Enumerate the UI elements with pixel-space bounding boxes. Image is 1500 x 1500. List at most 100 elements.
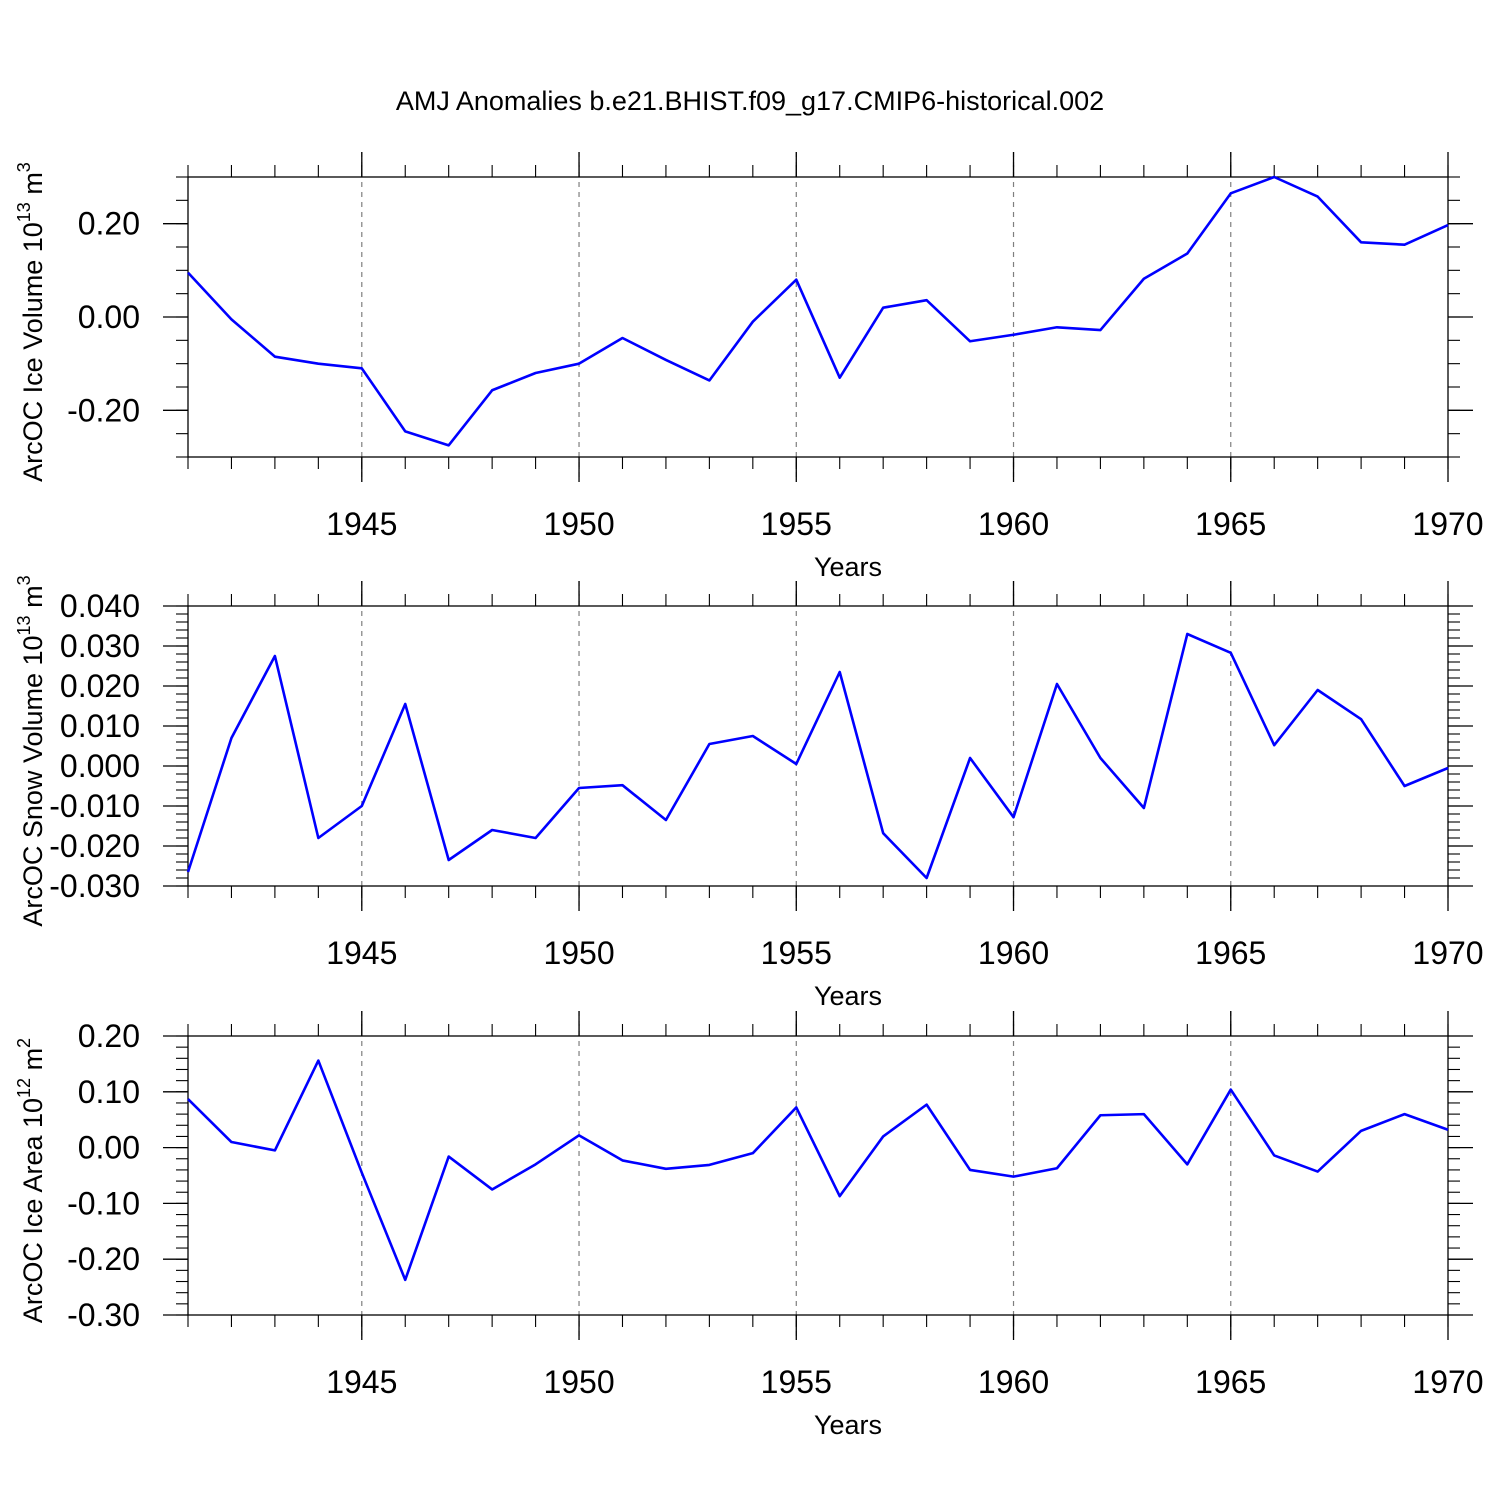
- data-point: [794, 762, 798, 766]
- data-point: [1316, 688, 1320, 692]
- data-point: [1098, 328, 1102, 332]
- series-line: [187, 1059, 1449, 1282]
- data-point: [273, 355, 277, 359]
- data-point: [838, 1194, 842, 1198]
- data-point: [1185, 1162, 1189, 1166]
- y-axis-label: ArcOC Ice Volume 1013 m3: [14, 162, 48, 482]
- y-tick-label: -0.20: [67, 1241, 140, 1277]
- x-axis-label: Years: [814, 981, 882, 1011]
- data-point: [186, 1097, 190, 1101]
- data-point: [1316, 1170, 1320, 1174]
- y-tick-label: -0.30: [67, 1297, 140, 1333]
- data-point: [1359, 240, 1363, 244]
- data-point: [447, 443, 451, 447]
- x-tick-label: 1965: [1195, 935, 1266, 971]
- data-point: [620, 336, 624, 340]
- data-point: [620, 1158, 624, 1162]
- data-point: [968, 756, 972, 760]
- plot-frame: [187, 605, 1449, 887]
- y-tick-label: -0.020: [49, 828, 140, 864]
- y-axis-label-unit: m: [18, 1048, 48, 1078]
- y-axis-label-unit-power: 2: [14, 1038, 34, 1048]
- data-point: [751, 1151, 755, 1155]
- y-axis-label-unit-power: 3: [14, 575, 34, 585]
- data-point: [838, 376, 842, 380]
- x-tick-label: 1950: [543, 1364, 614, 1400]
- x-tick-label: 1945: [326, 1364, 397, 1400]
- data-point: [925, 298, 929, 302]
- x-tick-label: 1960: [978, 935, 1049, 971]
- data-point: [664, 818, 668, 822]
- data-point: [751, 734, 755, 738]
- data-point: [1229, 651, 1233, 655]
- data-point: [273, 1148, 277, 1152]
- data-point: [1272, 1153, 1276, 1157]
- y-axis-label-exponent: 13: [14, 615, 34, 635]
- data-point: [229, 1140, 233, 1144]
- plot-frame: [187, 1035, 1449, 1316]
- chart-panel-1: 1945 1950 1955 1960 1965 1970 Years -0.20 0.00 0.…: [14, 152, 1484, 582]
- y-tick-label: 0.020: [60, 668, 140, 704]
- data-point: [1055, 682, 1059, 686]
- y-axis-label-unit-power: 3: [14, 162, 34, 172]
- data-point: [1316, 195, 1320, 199]
- data-point: [968, 339, 972, 343]
- data-point: [316, 1059, 320, 1063]
- data-point: [403, 702, 407, 706]
- y-tick-label: 0.00: [78, 1130, 140, 1166]
- data-point: [577, 1133, 581, 1137]
- data-point: [360, 1171, 364, 1175]
- data-point: [273, 654, 277, 658]
- y-tick-label: 0.000: [60, 748, 140, 784]
- data-point: [664, 358, 668, 362]
- data-point: [1446, 223, 1450, 227]
- y-axis-label-exponent: 13: [14, 202, 34, 222]
- data-point: [403, 1278, 407, 1282]
- y-axis-label-text: ArcOC Snow Volume 10: [18, 635, 48, 926]
- y-tick-label: 0.00: [78, 299, 140, 335]
- y-tick-label: -0.20: [67, 392, 140, 428]
- y-axis-label-text: ArcOC Ice Volume 10: [18, 222, 48, 482]
- chart-panel-2: 1945 1950 1955 1960 1965 1970 Years -0.030 -0.02…: [14, 575, 1484, 1011]
- y-tick-label: -0.010: [49, 788, 140, 824]
- y-tick-label: 0.10: [78, 1074, 140, 1110]
- y-axis-label-unit: m: [18, 172, 48, 202]
- chart-panel-3: 1945 1950 1955 1960 1965 1970 Years -0.30 -0.20 -…: [14, 1011, 1484, 1440]
- x-tick-label: 1970: [1412, 506, 1483, 542]
- data-point: [403, 429, 407, 433]
- data-point: [490, 388, 494, 392]
- x-tick-label: 1965: [1195, 1364, 1266, 1400]
- x-tick-label: 1955: [761, 506, 832, 542]
- data-point: [490, 828, 494, 832]
- data-point: [534, 1162, 538, 1166]
- y-tick-label: 0.040: [60, 588, 140, 624]
- series-line: [186, 632, 1449, 880]
- data-point: [229, 317, 233, 321]
- plot-frame: [187, 176, 1449, 458]
- data-point: [1012, 333, 1016, 337]
- data-point: [794, 1105, 798, 1109]
- data-point: [838, 670, 842, 674]
- data-point: [707, 378, 711, 382]
- x-tick-label: 1955: [761, 935, 832, 971]
- x-tick-label: 1950: [543, 506, 614, 542]
- data-point: [664, 1167, 668, 1171]
- data-point: [360, 804, 364, 808]
- y-tick-label: -0.030: [49, 868, 140, 904]
- data-point: [316, 362, 320, 366]
- data-point: [316, 836, 320, 840]
- data-point: [1185, 632, 1189, 636]
- data-point: [707, 1163, 711, 1167]
- data-point: [1012, 1175, 1016, 1179]
- data-point: [1359, 1129, 1363, 1133]
- figure-title: AMJ Anomalies b.e21.BHIST.f09_g17.CMIP6-…: [396, 86, 1104, 116]
- x-tick-label: 1960: [978, 506, 1049, 542]
- data-point: [1446, 766, 1450, 770]
- data-point: [925, 876, 929, 880]
- data-point: [881, 831, 885, 835]
- x-axis-label: Years: [814, 552, 882, 582]
- y-tick-label: 0.20: [78, 206, 140, 242]
- data-point: [1012, 815, 1016, 819]
- y-axis-label: ArcOC Ice Area 1012 m2: [14, 1038, 48, 1323]
- x-axis-label: Years: [814, 1410, 882, 1440]
